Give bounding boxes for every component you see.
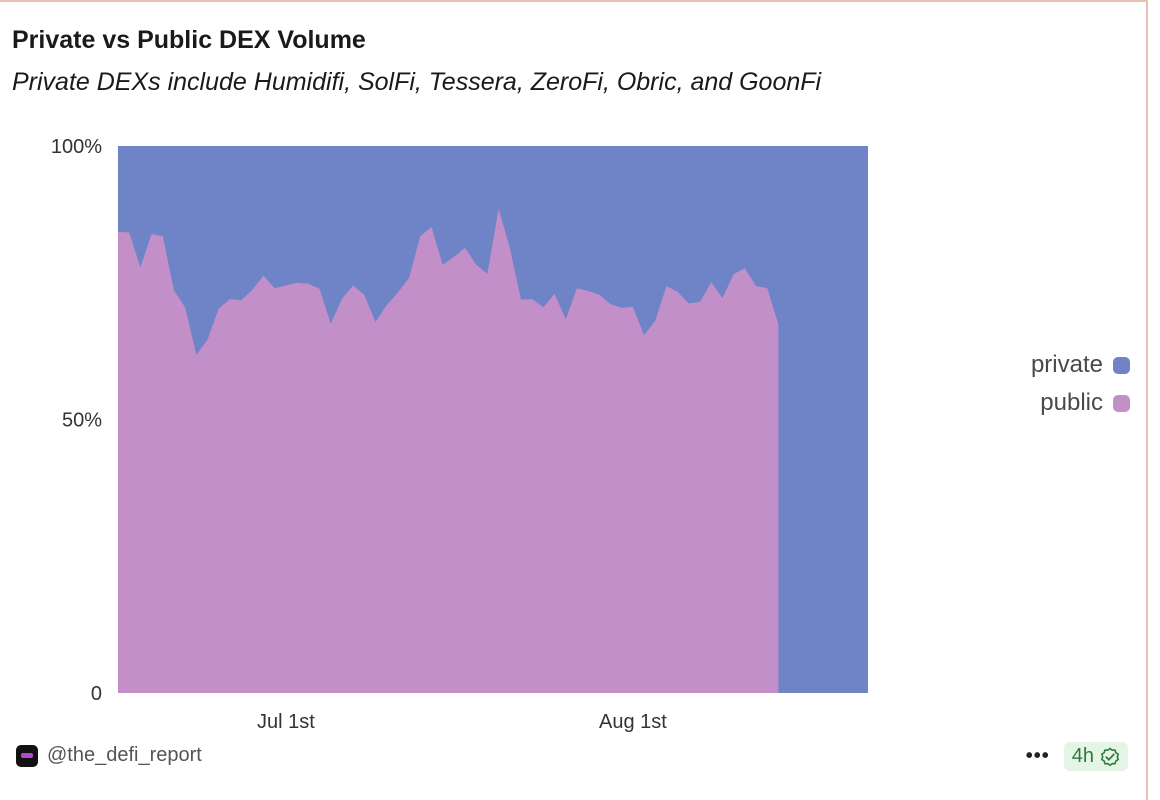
- legend-item-public[interactable]: public: [1000, 384, 1130, 422]
- more-options-icon[interactable]: •••: [1025, 745, 1050, 767]
- legend-item-private[interactable]: private: [1000, 346, 1130, 384]
- age-badge: 4h: [1063, 742, 1128, 771]
- post-meta: ••• 4h: [1026, 742, 1128, 771]
- y-tick-label: 0: [91, 683, 102, 705]
- verified-check-icon: [1101, 747, 1119, 766]
- legend-swatch-public: [1113, 394, 1130, 412]
- y-tick-label: 50%: [62, 410, 102, 432]
- legend-swatch-private: [1113, 356, 1130, 374]
- x-tick-label: Jul 1st: [257, 711, 315, 733]
- area-public[interactable]: [118, 208, 779, 693]
- y-tick-label: 100%: [51, 136, 102, 158]
- legend-label-private: private: [1030, 351, 1103, 378]
- x-tick-label: Aug 1st: [599, 711, 667, 733]
- author-handle[interactable]: @the_defi_report: [47, 744, 202, 766]
- author-info[interactable]: @the_defi_report: [16, 744, 202, 767]
- legend-label-public: public: [1040, 389, 1103, 416]
- chart-title: Private vs Public DEX Volume: [12, 26, 366, 54]
- chart-legend: private public: [1000, 346, 1130, 422]
- post-age: 4h: [1071, 745, 1094, 767]
- chart-subtitle: Private DEXs include Humidifi, SolFi, Te…: [12, 68, 822, 96]
- avatar[interactable]: [16, 744, 38, 767]
